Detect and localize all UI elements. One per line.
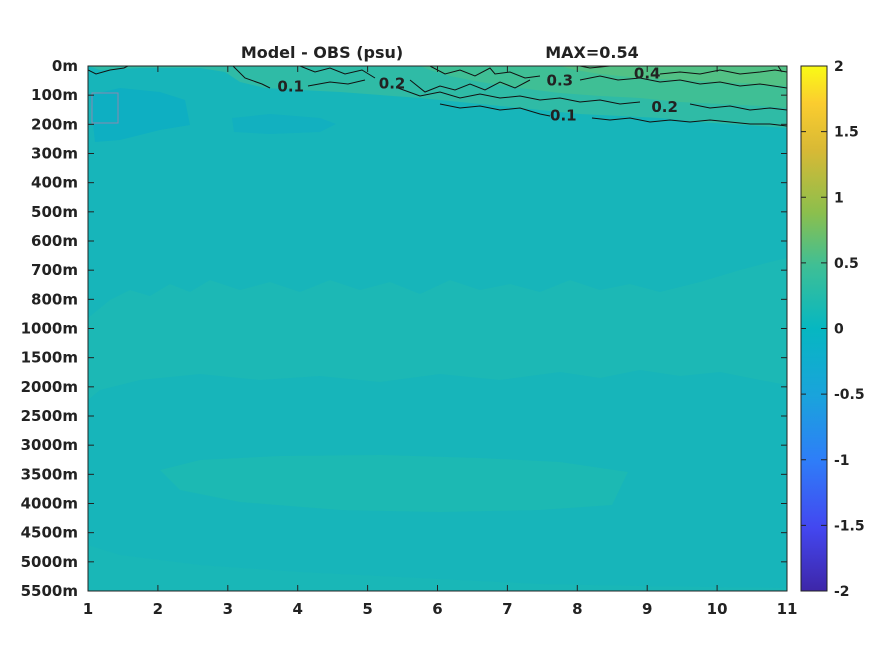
colorbar-tick-label: -2 xyxy=(834,584,850,600)
contour-label: 0.2 xyxy=(651,98,678,116)
x-tick-label: 6 xyxy=(432,600,442,618)
contour-label: 0.1 xyxy=(277,77,304,95)
y-tick-label: 600m xyxy=(31,232,78,250)
deep-blob xyxy=(160,455,628,512)
colorbar-tick-label: 1.5 xyxy=(834,125,859,141)
y-tick-label: 100m xyxy=(31,86,78,104)
y-tick-label: 500m xyxy=(31,203,78,221)
contour-lines xyxy=(88,66,787,127)
cool-patch-left xyxy=(90,88,190,142)
contour-0.2-top xyxy=(299,66,531,93)
contour-0.3 xyxy=(429,66,787,89)
colorbar-tick-label: 0 xyxy=(834,322,844,338)
y-tick-label: 3000m xyxy=(21,436,78,454)
contour-0.1-mid xyxy=(232,66,366,89)
contour-label: 0.1 xyxy=(550,107,577,125)
contour-0.1-lower xyxy=(439,103,787,127)
colorbar-tick-label: 0.5 xyxy=(834,256,859,272)
contour-0.2-lower xyxy=(397,87,787,111)
colorbar-tick-label: -1.5 xyxy=(834,518,865,534)
y-tick-label: 800m xyxy=(31,290,78,308)
colorbar-tick-label: 2 xyxy=(834,59,844,75)
contour-labels: 0.1 0.2 0.3 0.4 0.2 0.1 xyxy=(277,64,678,124)
x-tick-label: 1 xyxy=(83,600,93,618)
bottom-band xyxy=(88,545,787,591)
colorbar-ticks: 2 1.5 1 0.5 0 -0.5 -1 -1.5 -2 xyxy=(801,59,865,600)
chart-title: Model - OBS (psu) xyxy=(241,43,403,62)
x-tick-label: 2 xyxy=(153,600,163,618)
y-tick-label: 5000m xyxy=(21,553,78,571)
mid-depth-band xyxy=(88,258,787,400)
x-tick-label: 8 xyxy=(572,600,582,618)
y-tick-label: 0m xyxy=(52,57,78,75)
y-tick-label: 2500m xyxy=(21,407,78,425)
y-tick-label: 200m xyxy=(31,115,78,133)
y-tick-label: 1000m xyxy=(21,320,78,338)
cool-patch-mid xyxy=(232,114,336,134)
x-tick-label: 3 xyxy=(223,600,233,618)
y-tick-label: 4500m xyxy=(21,524,78,542)
x-tick-label: 9 xyxy=(642,600,652,618)
colorbar-tick-label: -1 xyxy=(834,453,850,469)
contour-0.4 xyxy=(579,66,787,75)
y-tick-label: 4000m xyxy=(21,495,78,513)
surface-strongest xyxy=(560,66,787,86)
small-box xyxy=(91,92,119,124)
y-tick-label: 3500m xyxy=(21,465,78,483)
contour-label: 0.3 xyxy=(547,72,574,90)
y-tick-label: 700m xyxy=(31,261,78,279)
x-tick-label: 10 xyxy=(707,600,728,618)
y-tick-label: 300m xyxy=(31,145,78,163)
y-tick-label: 5500m xyxy=(21,582,78,600)
colorbar-tick-label: 1 xyxy=(834,190,844,206)
colorbar-tick-label: -0.5 xyxy=(834,387,865,403)
x-tick-label: 11 xyxy=(777,600,798,618)
contour-label: 0.2 xyxy=(379,75,406,93)
x-axis: 1 2 3 4 5 6 7 8 9 10 11 xyxy=(83,66,798,618)
max-label: MAX=0.54 xyxy=(545,43,639,62)
x-tick-label: 4 xyxy=(292,600,302,618)
y-tick-label: 1500m xyxy=(21,349,78,367)
x-tick-label: 7 xyxy=(502,600,512,618)
contour-0.1-upper xyxy=(88,66,129,75)
x-tick-label: 5 xyxy=(362,600,372,618)
contour-label: 0.4 xyxy=(634,64,661,82)
plot-area xyxy=(88,66,787,591)
y-tick-label: 2000m xyxy=(21,378,78,396)
y-tick-label: 400m xyxy=(31,174,78,192)
y-axis: 0m 100m 200m 300m 400m 500m 600m 700m 800m 1000m 1… xyxy=(21,57,787,600)
